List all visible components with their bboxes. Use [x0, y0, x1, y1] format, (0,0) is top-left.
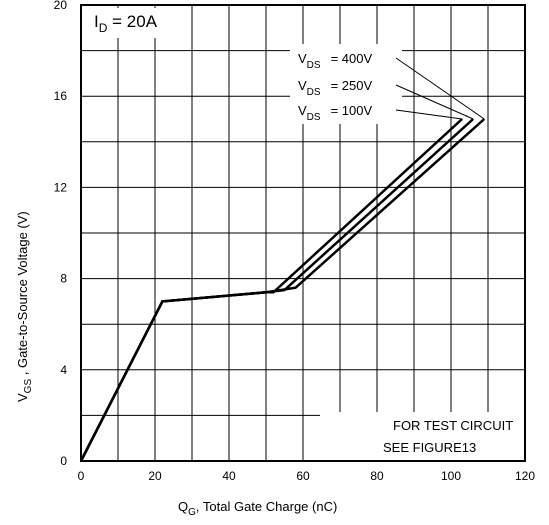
y-tick-label: 8 [60, 272, 67, 286]
y-tick-label: 0 [60, 454, 67, 468]
x-tick-label: 40 [222, 469, 236, 483]
note-background [320, 412, 524, 460]
legend-label-100V: VDS = 100V [298, 103, 372, 123]
x-tick-label: 0 [78, 469, 85, 483]
note-line-1: FOR TEST CIRCUIT [393, 418, 513, 433]
legend: VDS = 400V VDS = 250V VDS = 100V [298, 51, 372, 123]
legend-leader-lines [395, 57, 485, 120]
x-tick-label: 100 [441, 469, 461, 483]
y-tick-label: 12 [54, 180, 68, 194]
y-tick-label: 20 [54, 0, 68, 12]
y-tick-label: 4 [60, 363, 67, 377]
id-annotation-background [88, 8, 182, 38]
series-lines [79, 118, 486, 462]
series-line-100V [79, 118, 463, 462]
x-tick-label: 60 [296, 469, 310, 483]
leader-line-100V [395, 109, 463, 120]
plot-frame [80, 4, 526, 462]
x-tick-labels: 0 20 40 60 80 100 120 [78, 469, 536, 483]
x-tick-label: 20 [148, 469, 162, 483]
y-tick-label: 16 [54, 89, 68, 103]
x-tick-label: 80 [370, 469, 384, 483]
y-tick-labels: 0 4 8 12 16 20 [54, 0, 68, 468]
leader-line-400V [395, 57, 485, 120]
leader-line-250V [395, 84, 474, 120]
x-axis-label: QG, Total Gate Charge (nC) [178, 499, 337, 518]
y-axis-label: VGS , Gate-to-Source Voltage (V) [15, 211, 34, 402]
note-line-2: SEE FIGURE13 [383, 440, 476, 455]
id-annotation: ID = 20A [94, 12, 158, 35]
x-tick-label: 120 [515, 469, 535, 483]
legend-label-250V: VDS = 250V [298, 78, 372, 98]
legend-label-400V: VDS = 400V [298, 51, 372, 71]
legend-background [290, 44, 402, 124]
